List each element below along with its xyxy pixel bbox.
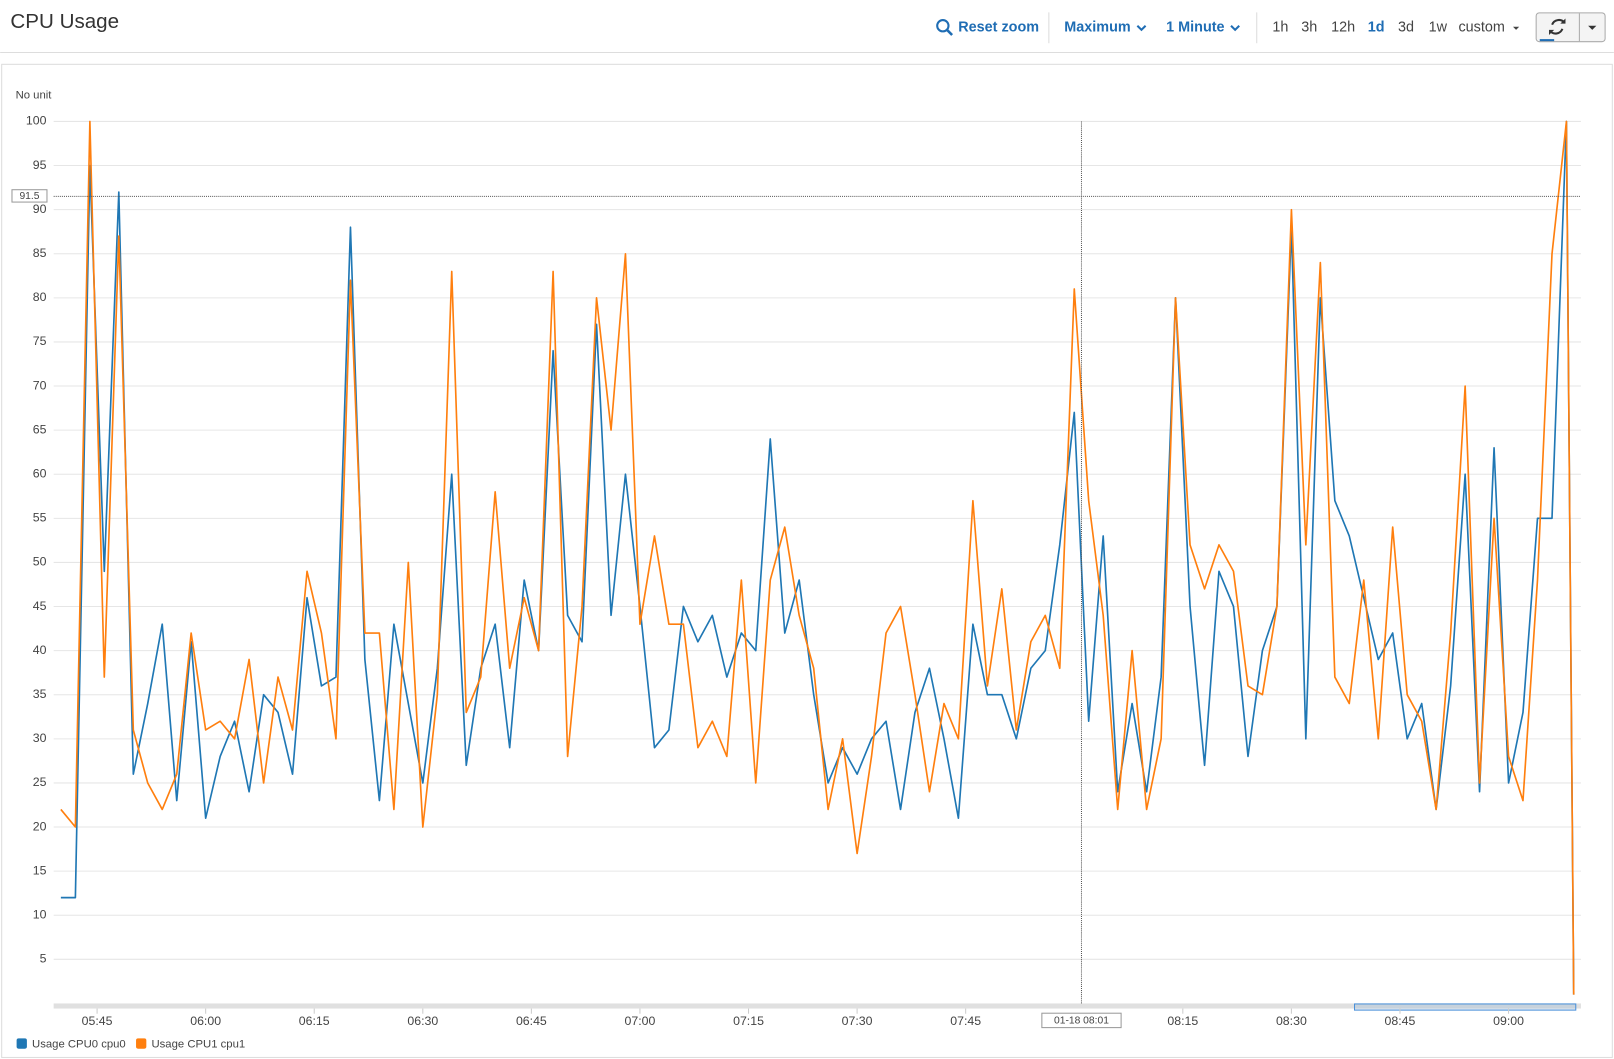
crosshair-y-box	[11, 189, 48, 203]
range-button[interactable]: 1w	[1429, 20, 1448, 36]
custom-label: custom	[1458, 20, 1504, 36]
x-tick-label: 07:45	[950, 1014, 981, 1028]
x-tick-label: 07:30	[842, 1014, 873, 1028]
navigator-selection[interactable]	[1353, 1003, 1577, 1011]
range-button[interactable]: 3h	[1301, 20, 1317, 36]
refresh-button[interactable]	[1535, 12, 1606, 43]
x-tick-label: 07:00	[625, 1014, 656, 1028]
zoom-icon	[936, 19, 950, 33]
chevron	[1136, 25, 1147, 32]
crosshair-x-label: 01-18 08:01	[1054, 1016, 1109, 1027]
legend-swatch	[136, 1038, 147, 1049]
y-tick-label: 100	[26, 114, 47, 128]
page-title: CPU Usage	[10, 10, 119, 33]
y-tick-label: 85	[33, 246, 47, 260]
x-tick-label: 08:15	[1167, 1014, 1198, 1028]
y-tick-label: 25	[33, 775, 47, 789]
statistic-label: Maximum	[1064, 20, 1130, 36]
plot: 5 10 15 20 25 30 35 40 45 50 55 60 65 70 75 80 85 90 95 100…	[11, 114, 1581, 1051]
x-tick-label: 07:15	[733, 1014, 764, 1028]
x-tick-label: 06:00	[190, 1014, 221, 1028]
reset-zoom-label: Reset zoom	[958, 20, 1039, 36]
y-tick-label: 10	[33, 907, 47, 921]
range-button[interactable]: 12h	[1331, 20, 1355, 36]
range-button[interactable]: 1d	[1368, 20, 1385, 36]
series-line	[60, 120, 1575, 995]
y-tick-label: 50	[33, 555, 47, 569]
refresh-arrows	[1549, 18, 1566, 35]
x-tick-label: 06:30	[407, 1014, 438, 1028]
reset-zoom[interactable]: Reset zoom	[936, 19, 1039, 36]
refresh-frame	[1535, 12, 1606, 43]
caret	[1513, 26, 1520, 30]
chart-panel	[1, 63, 1613, 1058]
y-tick-label: 80	[33, 290, 47, 304]
crosshair-y-label: 91.5	[19, 191, 39, 202]
y-tick-label: 40	[33, 643, 47, 657]
range-button[interactable]: 1h	[1272, 20, 1288, 36]
range-button[interactable]: 3d	[1398, 20, 1414, 36]
range-buttons: 1h 3h 12h 1d 3d 1w	[1272, 20, 1447, 36]
y-tick-label: 90	[33, 202, 47, 216]
statistic-dropdown[interactable]: Maximum	[1064, 20, 1147, 36]
caret	[1588, 25, 1597, 30]
legend-swatch	[16, 1038, 27, 1049]
y-tick-label: 70	[33, 378, 47, 392]
y-tick-label: 20	[33, 819, 47, 833]
zoom-icon-handle	[946, 28, 954, 36]
legend-label[interactable]: Usage CPU1 cpu1	[151, 1039, 245, 1051]
chevron	[1230, 25, 1240, 32]
y-tick-label: 65	[33, 422, 47, 436]
crosshair-x-box	[1041, 1012, 1122, 1029]
x-tick-label: 08:30	[1276, 1014, 1307, 1028]
y-tick-label: 55	[33, 511, 47, 525]
period-label: 1 Minute	[1166, 20, 1224, 36]
x-tick-label: 06:15	[299, 1014, 330, 1028]
y-tick-label: 5	[40, 952, 47, 966]
navigator	[53, 1003, 1581, 1009]
y-tick-label: 45	[33, 599, 47, 613]
custom-range[interactable]: custom	[1458, 20, 1520, 36]
x-tick-label: 06:45	[516, 1014, 547, 1028]
y-tick-label: 35	[33, 687, 47, 701]
y-tick-label: 95	[33, 158, 47, 172]
series-line	[60, 120, 1575, 995]
y-tick-label: 30	[33, 731, 47, 745]
x-tick-label: 09:00	[1493, 1014, 1524, 1028]
period-dropdown[interactable]: 1 Minute	[1166, 20, 1240, 36]
y-tick-label: 15	[33, 863, 47, 877]
y-tick-label: 60	[33, 467, 47, 481]
y-tick-label: 75	[33, 334, 47, 348]
x-tick-label: 08:45	[1385, 1014, 1416, 1028]
y-axis-label: No unit	[16, 90, 53, 102]
legend-label[interactable]: Usage CPU0 cpu0	[32, 1039, 126, 1051]
x-tick-label: 05:45	[82, 1014, 113, 1028]
